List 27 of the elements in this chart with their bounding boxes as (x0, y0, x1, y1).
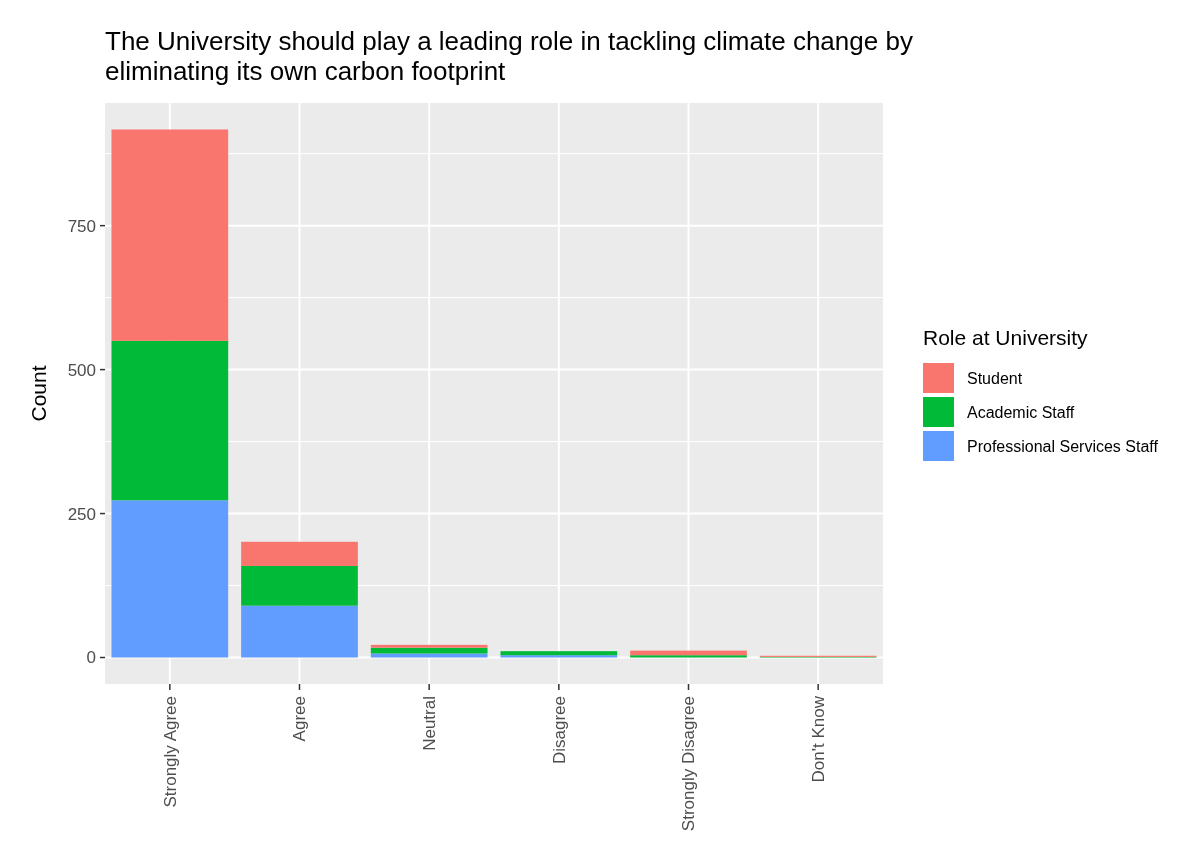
bar (111, 340, 229, 501)
bar (500, 651, 618, 656)
bar (630, 655, 747, 658)
legend-title: Role at University (923, 326, 1089, 349)
bar (111, 500, 229, 658)
bar (241, 565, 358, 606)
legend-label: Professional Services Staff (967, 437, 1159, 455)
y-axis-title: Count (27, 365, 50, 422)
bar (241, 541, 358, 566)
legend-label: Academic Staff (967, 403, 1075, 421)
y-tick-label: 500 (67, 360, 96, 380)
x-tick-label: Disagree (549, 696, 569, 765)
bar (500, 655, 618, 658)
x-tick-label: Don't Know (809, 695, 829, 783)
bar (370, 644, 488, 648)
y-tick-label: 0 (86, 648, 96, 668)
bar (111, 129, 229, 341)
y-tick-label: 750 (67, 216, 96, 236)
y-tick-label: 250 (67, 504, 96, 524)
chart-title: The University should play a leading role in tackling climate change by eliminating its own carbon footprint (105, 26, 913, 86)
x-tick-label: Agree (290, 696, 310, 742)
x-tick-label: Strongly Agree (160, 696, 180, 808)
bar (370, 653, 488, 658)
x-tick-label: Strongly Disagree (679, 696, 699, 832)
x-tick-label: Neutral (420, 696, 440, 751)
bar (241, 605, 358, 658)
legend-label: Student (967, 369, 1023, 387)
